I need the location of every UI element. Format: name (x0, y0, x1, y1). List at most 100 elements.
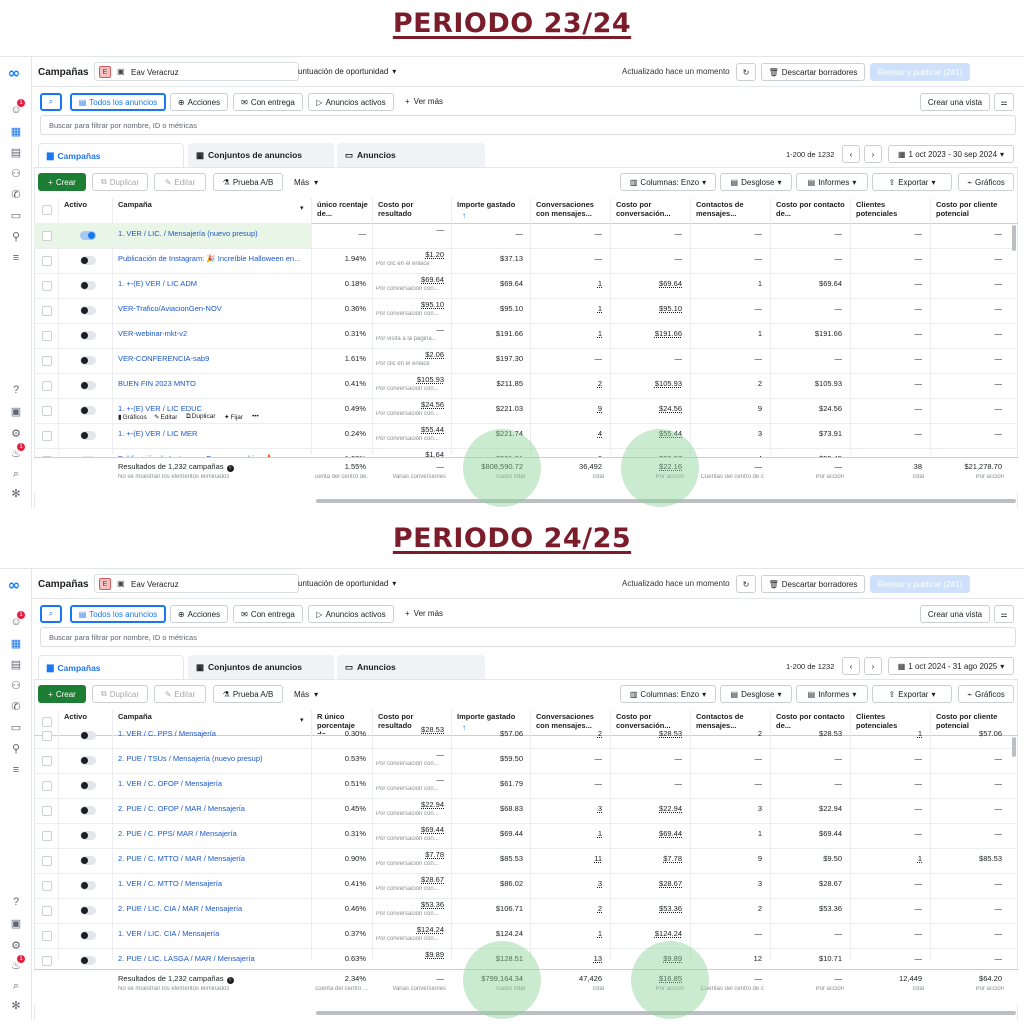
vertical-scrollbar[interactable] (1012, 225, 1016, 251)
pages-icon[interactable]: ▤ (10, 659, 22, 671)
cell-cpr[interactable]: $69.44 (421, 825, 444, 834)
filter-actions-button[interactable]: ⊕ Acciones (170, 93, 228, 111)
tab-ads[interactable]: ▭ Anuncios (337, 143, 485, 167)
row-checkbox[interactable] (42, 281, 52, 291)
create-button[interactable]: + Crear (38, 685, 86, 703)
meta-logo-icon[interactable]: ∞ (7, 64, 21, 82)
duplicate-button[interactable]: ⧉ Duplicar (92, 685, 148, 703)
search-filter-input[interactable]: Buscar para filtrar por nombre, ID o mét… (40, 627, 1016, 647)
campaign-toggle[interactable] (80, 731, 96, 740)
info-icon[interactable]: i (226, 465, 234, 472)
refresh-button[interactable]: ↻ (736, 575, 756, 593)
see-more-filters[interactable]: + Ver más (405, 609, 443, 618)
tab-ads[interactable]: ▭ Anuncios (337, 655, 485, 679)
next-page-button[interactable]: › (864, 657, 882, 675)
column-header-cpc[interactable]: Costo por conversación... (616, 200, 671, 218)
row-checkbox[interactable] (42, 931, 52, 941)
more-button[interactable]: Más ▾ (294, 690, 318, 699)
cell-conv[interactable]: 3 (597, 804, 602, 813)
refresh-button[interactable]: ↻ (736, 63, 756, 81)
campaign-toggle[interactable] (80, 881, 96, 890)
campaign-name-link[interactable]: 1. VER / LIC. / Mensajería (nuevo presup… (118, 229, 258, 238)
filter-delivery-button[interactable]: ✉ Con entrega (233, 93, 303, 111)
campaign-toggle[interactable] (80, 956, 96, 965)
cell-cpr[interactable]: $9.89 (425, 950, 444, 959)
campaign-toggle[interactable] (80, 806, 96, 815)
column-header-leads[interactable]: Clientes potenciales (856, 200, 898, 218)
row-checkbox[interactable] (42, 856, 52, 866)
cell-cpc[interactable]: $28.53 (659, 729, 682, 738)
date-range-picker[interactable]: ▦ 1 oct 2024 - 31 ago 2025 ▾ (888, 657, 1014, 675)
campaign-toggle[interactable] (80, 256, 96, 265)
vertical-scrollbar[interactable] (1012, 737, 1016, 757)
campaign-toggle[interactable] (80, 856, 96, 865)
column-header-leads[interactable]: Clientes potenciales (856, 712, 898, 730)
tab-adsets[interactable]: ▦ Conjuntos de anuncios (188, 143, 334, 167)
cell-cpr[interactable]: $28.67 (421, 875, 444, 884)
view-settings-button[interactable]: ⚌ (994, 93, 1014, 111)
meta-logo-icon[interactable]: ∞ (7, 576, 21, 594)
row-checkbox[interactable] (42, 806, 52, 816)
opportunity-score-dropdown[interactable]: untuación de oportunidad ▾ (298, 67, 396, 76)
filter-all-ads-button[interactable]: ▤ Todos los anuncios (70, 93, 166, 111)
campaign-name-link[interactable]: 1. VER / C. PPS / Mensajería (118, 729, 216, 738)
bug-icon[interactable]: ✻ (11, 1000, 21, 1012)
cell-cpc[interactable]: $95.10 (659, 304, 682, 313)
column-header-on[interactable]: Activo (64, 712, 87, 721)
cell-cpr[interactable]: $24.56 (421, 400, 444, 409)
alerts-icon[interactable]: ♨ (11, 960, 21, 972)
column-header-spend[interactable]: Importe gastado (457, 200, 516, 209)
discard-drafts-button[interactable]: 🗑 Descartar borradores (761, 63, 865, 81)
search-filter-input[interactable]: Buscar para filtrar por nombre, ID o mét… (40, 115, 1016, 135)
columns-button[interactable]: ▥ Columnas: Enzo ▾ (620, 685, 716, 703)
campaign-name-link[interactable]: VER-CONFERENCIA-sab9 (118, 354, 210, 363)
pages-icon[interactable]: ▤ (10, 147, 22, 159)
column-header-conv[interactable]: Conversaciones con mensajes... (536, 712, 594, 730)
cell-cpr[interactable]: $69.64 (421, 275, 444, 284)
edit-button[interactable]: ✎ Editar (154, 173, 206, 191)
column-header-r[interactable]: R único porcentaje de... (317, 712, 355, 734)
column-header-conv[interactable]: Conversaciones con mensajes... (536, 200, 594, 218)
column-header-cpct[interactable]: Costo por contacto de... (776, 712, 845, 730)
campaign-name-link[interactable]: Publicación de Instagram: 🎉 Increíble Ha… (118, 254, 301, 263)
cell-conv[interactable]: 1 (597, 829, 602, 838)
cell-conv[interactable]: 4 (597, 429, 602, 438)
discard-drafts-button[interactable]: 🗑 Descartar borradores (761, 575, 865, 593)
audiences-icon[interactable]: ⚇ (11, 168, 21, 180)
horizontal-scrollbar[interactable] (316, 1011, 1016, 1015)
campaign-name-link[interactable]: 1. VER / C. MTTO / Mensajería (118, 879, 223, 888)
cell-conv[interactable]: 11 (594, 854, 602, 863)
cell-cpr[interactable]: $95.10 (421, 300, 444, 309)
review-publish-button[interactable]: Revisar y publicar (241) (870, 575, 970, 593)
prev-page-button[interactable]: ‹ (842, 657, 860, 675)
column-header-name[interactable]: Campaña (118, 712, 152, 721)
cell-conv[interactable]: 9 (597, 404, 602, 413)
campaign-toggle[interactable] (80, 781, 96, 790)
cell-conv[interactable]: 2 (597, 379, 602, 388)
cell-cpr[interactable]: $1.20 (425, 250, 444, 259)
reports-icon[interactable]: ▣ (10, 406, 22, 418)
charts-button[interactable]: ⌁ Gráficos (958, 685, 1014, 703)
column-header-on[interactable]: Activo (64, 200, 87, 209)
edit-button[interactable]: ✎ Editar (154, 685, 206, 703)
settings-icon[interactable]: ⚙ (11, 940, 21, 952)
charts-button[interactable]: ⌁ Gráficos (958, 173, 1014, 191)
export-button[interactable]: ⇪ Exportar ▾ (872, 685, 952, 703)
accounts-icon[interactable]: ⚲ (11, 231, 21, 243)
column-header-spend[interactable]: Importe gastado (457, 712, 516, 721)
cell-leads[interactable]: 1 (917, 854, 922, 863)
reports-button[interactable]: ▤ Informes ▾ (796, 685, 868, 703)
search-toggle-button[interactable]: ⌕ (40, 93, 62, 111)
select-all-checkbox[interactable] (42, 717, 52, 727)
campaign-toggle[interactable] (80, 756, 96, 765)
menu-icon[interactable]: ≡ (12, 764, 20, 776)
row-checkbox[interactable] (42, 231, 52, 241)
billing-icon[interactable]: ▭ (10, 210, 22, 222)
cell-cpc[interactable]: $69.64 (659, 279, 682, 288)
campaign-name-link[interactable]: 2. PUE / C. PPS/ MAR / Mensajería (118, 829, 237, 838)
campaign-name-link[interactable]: 1. +-(E) VER / LIC MER (118, 429, 198, 438)
info-icon[interactable]: i (226, 977, 234, 984)
row-checkbox[interactable] (42, 831, 52, 841)
cell-cpr[interactable]: $53.36 (421, 900, 444, 909)
cell-cpr[interactable]: $22.94 (421, 800, 444, 809)
